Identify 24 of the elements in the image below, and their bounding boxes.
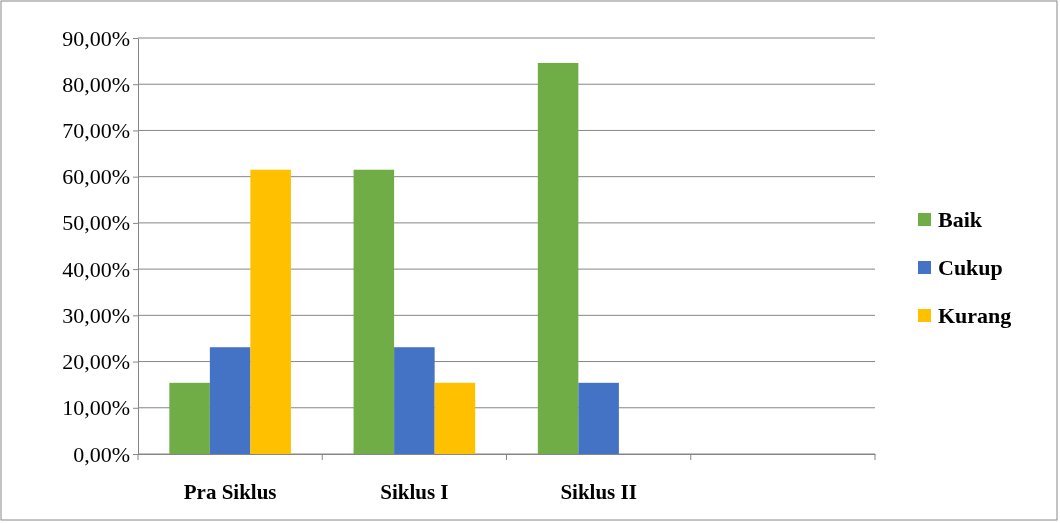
y-tick-label: 90,00% [62,25,130,51]
y-tick-label: 50,00% [62,210,130,236]
bar [250,169,291,454]
x-tick-label: Pra Siklus [183,479,277,504]
bar [169,382,210,454]
y-tick-label: 0,00% [73,441,130,467]
y-tick-label: 10,00% [62,395,130,421]
y-tick-label: 80,00% [62,71,130,97]
bar [394,347,435,454]
bar [578,382,619,454]
y-tick-label: 60,00% [62,164,130,190]
bar [209,347,251,454]
legend-label: Baik [938,207,983,232]
x-tick-label: Siklus II [560,479,637,504]
y-tick-label: 30,00% [62,302,130,328]
x-tick-label: Siklus I [380,479,449,504]
bar [434,382,476,454]
y-tick-label: 20,00% [62,349,130,375]
legend-label: Cukup [938,255,1003,280]
y-tick-label: 40,00% [62,256,130,282]
y-tick-label: 70,00% [62,117,130,143]
legend-label: Kurang [938,303,1012,328]
bar [353,169,395,454]
bar [537,62,579,454]
